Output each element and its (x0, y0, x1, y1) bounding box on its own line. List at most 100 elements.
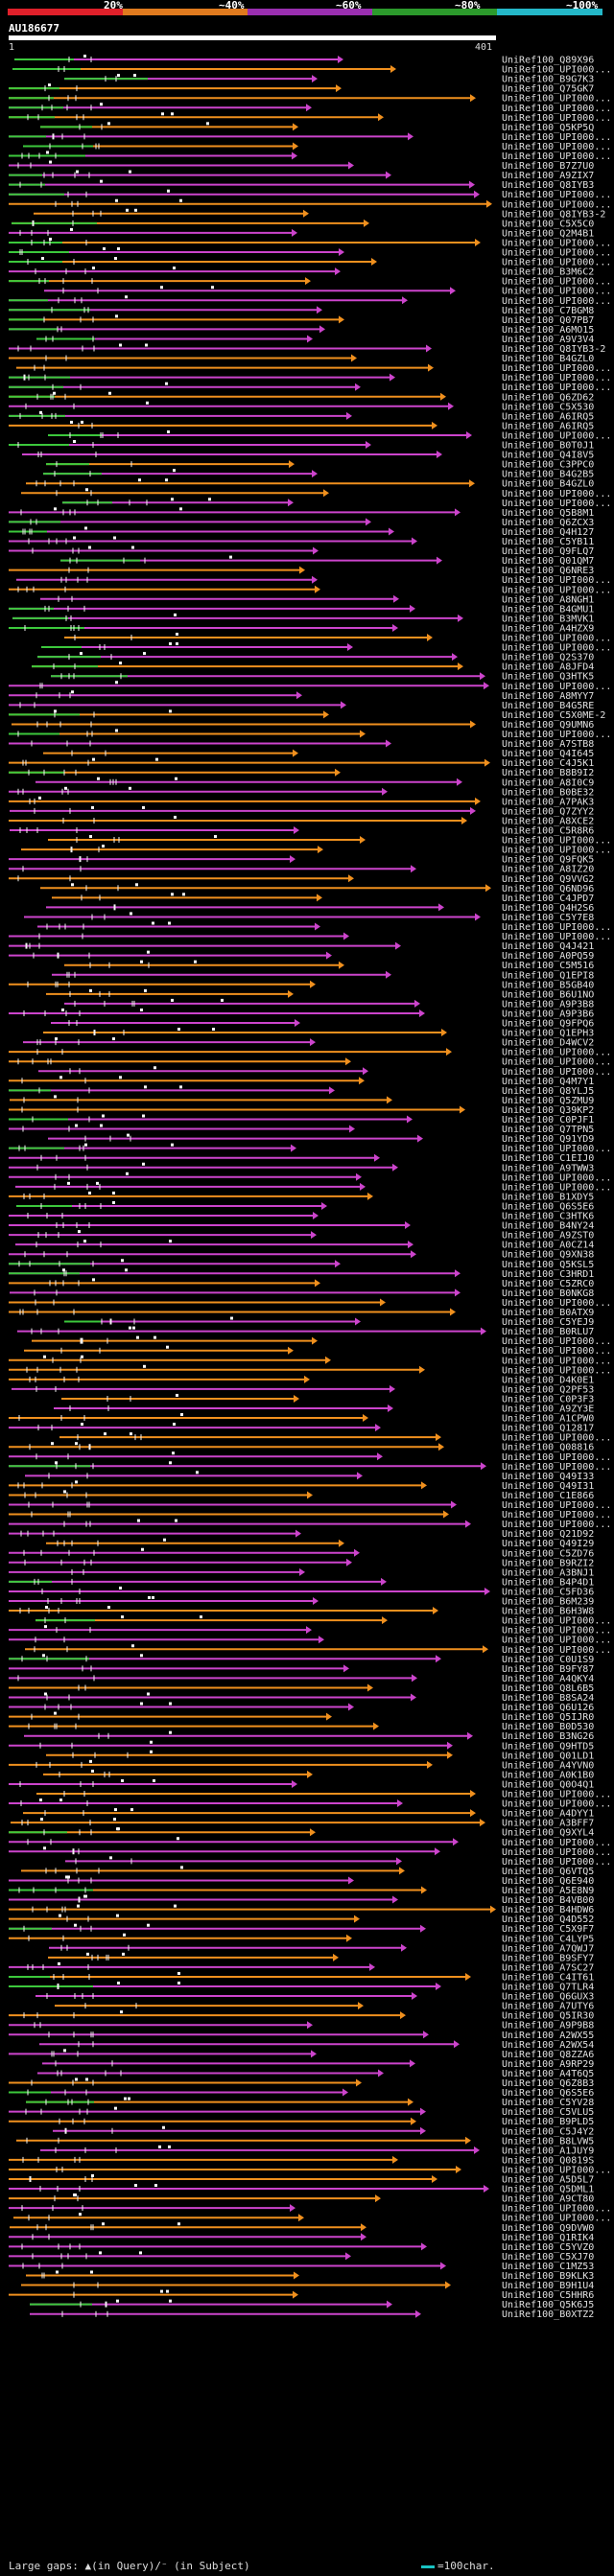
hit-label[interactable]: UniRef100_A9RP29 (502, 2059, 594, 2070)
hit-label[interactable]: UniRef100_C1EIJ0 (502, 1153, 594, 1164)
hit-label[interactable]: UniRef100_B9G7K3 (502, 75, 594, 85)
hit-label[interactable]: UniRef100_C5XJ70 (502, 2252, 594, 2263)
hit-label[interactable]: UniRef100_Q9HTD5 (502, 1741, 594, 1752)
hit-label[interactable]: UniRef100_A8I0C9 (502, 777, 594, 788)
hit-label[interactable]: UniRef100_C5YEJ9 (502, 1317, 594, 1328)
hit-label[interactable]: UniRef100_Q9VVG2 (502, 874, 594, 885)
hit-label[interactable]: UniRef100_Q0819S (502, 2155, 594, 2166)
hit-label[interactable]: UniRef100_Q4H2S6 (502, 903, 594, 914)
hit-label[interactable]: UniRef100_A1JUY9 (502, 2146, 594, 2156)
hit-label[interactable]: UniRef100_UPI000... (502, 2204, 611, 2215)
hit-label[interactable]: UniRef100_UPI000... (502, 922, 611, 933)
hit-label[interactable]: UniRef100_A4T6Q5 (502, 2069, 594, 2079)
hit-label[interactable]: UniRef100_C3HTK6 (502, 1212, 594, 1222)
hit-label[interactable]: UniRef100_UPI000... (502, 643, 611, 654)
hit-label[interactable]: UniRef100_UPI000... (502, 1520, 611, 1530)
hit-label[interactable]: UniRef100_UPI000... (502, 1510, 611, 1520)
hit-label[interactable]: UniRef100_A4HZX9 (502, 623, 594, 634)
hit-label[interactable]: UniRef100_A9V3V4 (502, 335, 594, 345)
hit-label[interactable]: UniRef100_Q4H127 (502, 527, 594, 538)
hit-label[interactable]: UniRef100_Q6Z8B3 (502, 2078, 594, 2089)
hit-label[interactable]: UniRef100_Q8ZZA6 (502, 2050, 594, 2060)
hit-label[interactable]: UniRef100_B0RLU7 (502, 1327, 594, 1337)
hit-label[interactable]: UniRef100_A2WX54 (502, 2040, 594, 2051)
hit-label[interactable]: UniRef100_UPI000... (502, 1144, 611, 1154)
hit-label[interactable]: UniRef100_C5ZRC0 (502, 1279, 594, 1289)
hit-label[interactable]: UniRef100_B5GB40 (502, 980, 594, 990)
hit-label[interactable]: UniRef100_UPI000... (502, 287, 611, 297)
hit-label[interactable]: UniRef100_UPI000... (502, 1616, 611, 1627)
hit-label[interactable]: UniRef100_C4JPD7 (502, 893, 594, 904)
hit-label[interactable]: UniRef100_A5E8N9 (502, 1886, 594, 1896)
hit-label[interactable]: UniRef100_A0K1B0 (502, 1770, 594, 1780)
hit-label[interactable]: UniRef100_C3HRD1 (502, 1269, 594, 1280)
hit-label[interactable]: UniRef100_C4IT61 (502, 1972, 594, 1983)
hit-label[interactable]: UniRef100_Q8IYB3-2 (502, 209, 605, 220)
hit-label[interactable]: UniRef100_Q91YD9 (502, 1134, 594, 1145)
hit-label[interactable]: UniRef100_Q6GUX3 (502, 1992, 594, 2003)
hit-label[interactable]: UniRef100_Q49I29 (502, 1539, 594, 1549)
hit-label[interactable]: UniRef100_C5ZD76 (502, 1548, 594, 1559)
hit-label[interactable]: UniRef100_UPI000... (502, 296, 611, 307)
hit-label[interactable]: UniRef100_UPI000... (502, 499, 611, 509)
hit-label[interactable]: UniRef100_A9ZIX7 (502, 171, 594, 181)
hit-label[interactable]: UniRef100_UPI000... (502, 585, 611, 595)
hit-label[interactable]: UniRef100_UPI000... (502, 1172, 611, 1183)
hit-label[interactable]: UniRef100_Q6ND96 (502, 884, 594, 894)
hit-label[interactable]: UniRef100_A8JFD4 (502, 662, 594, 673)
hit-label[interactable]: UniRef100_B6M239 (502, 1597, 594, 1608)
hit-label[interactable]: UniRef100_A8MYY7 (502, 691, 594, 702)
hit-label[interactable]: UniRef100_UPI000... (502, 104, 611, 114)
hit-label[interactable]: UniRef100_Q6S5E6 (502, 2088, 594, 2099)
hit-label[interactable]: UniRef100_A9P3B8 (502, 999, 594, 1010)
hit-label[interactable]: UniRef100_Q01LD1 (502, 1751, 594, 1761)
hit-label[interactable]: UniRef100_Q6ZCX3 (502, 518, 594, 528)
hit-label[interactable]: UniRef100_C1MZ53 (502, 2262, 594, 2272)
hit-label[interactable]: UniRef100_C5X0ME-2 (502, 710, 605, 721)
hit-label[interactable]: UniRef100_A3BNJ1 (502, 1567, 594, 1578)
hit-label[interactable]: UniRef100_B4NY24 (502, 1221, 594, 1232)
hit-label[interactable]: UniRef100_UPI000... (502, 1847, 611, 1858)
hit-label[interactable]: UniRef100_C5X5C0 (502, 219, 594, 229)
hit-label[interactable]: UniRef100_UPI000... (502, 1857, 611, 1868)
hit-label[interactable]: UniRef100_B9KLK3 (502, 2271, 594, 2282)
hit-label[interactable]: UniRef100_Q9FPQ6 (502, 1019, 594, 1030)
hit-label[interactable]: UniRef100_B9PLD5 (502, 2117, 594, 2127)
hit-label[interactable]: UniRef100_UPI000... (502, 199, 611, 210)
hit-label[interactable]: UniRef100_A6IRQ5 (502, 411, 594, 422)
hit-label[interactable]: UniRef100_C5YVZ0 (502, 2242, 594, 2253)
hit-label[interactable]: UniRef100_UPI000... (502, 1500, 611, 1511)
hit-label[interactable]: UniRef100_B4GZL0 (502, 479, 594, 490)
hit-label[interactable]: UniRef100_Q5KSL5 (502, 1260, 594, 1270)
hit-label[interactable]: UniRef100_UPI000... (502, 932, 611, 942)
hit-label[interactable]: UniRef100_Q12817 (502, 1424, 594, 1434)
hit-label[interactable]: UniRef100_UPI000... (502, 836, 611, 847)
hit-label[interactable]: UniRef100_A8XCE2 (502, 816, 594, 826)
hit-label[interactable]: UniRef100_C5R8R6 (502, 826, 594, 837)
hit-label[interactable]: UniRef100_A2WX55 (502, 2031, 594, 2041)
hit-label[interactable]: UniRef100_Q7TLR4 (502, 1983, 594, 1993)
hit-label[interactable]: UniRef100_UPI000... (502, 1462, 611, 1473)
hit-label[interactable]: UniRef100_UPI000... (502, 2214, 611, 2224)
hit-label[interactable]: UniRef100_Q6S5E6 (502, 1201, 594, 1212)
hit-label[interactable]: UniRef100_C4LYP5 (502, 1934, 594, 1944)
hit-label[interactable]: UniRef100_A4YVN0 (502, 1760, 594, 1771)
hit-label[interactable]: UniRef100_Q9UMN6 (502, 720, 594, 731)
hit-label[interactable]: UniRef100_A7STB8 (502, 739, 594, 750)
hit-label[interactable]: UniRef100_Q21D92 (502, 1529, 594, 1540)
hit-label[interactable]: UniRef100_C4J5K1 (502, 758, 594, 769)
hit-label[interactable]: UniRef100_Q8L6B5 (502, 1683, 594, 1694)
hit-label[interactable]: UniRef100_B3MVK1 (502, 614, 594, 624)
hit-label[interactable]: UniRef100_A7UTY6 (502, 2002, 594, 2012)
hit-label[interactable]: UniRef100_UPI000... (502, 363, 611, 374)
hit-label[interactable]: UniRef100_Q01QM7 (502, 556, 594, 567)
hit-label[interactable]: UniRef100_B4G2B5 (502, 470, 594, 480)
hit-label[interactable]: UniRef100_UPI000... (502, 1336, 611, 1347)
hit-label[interactable]: UniRef100_Q89X96 (502, 56, 594, 66)
hit-label[interactable]: UniRef100_B7Z7U0 (502, 161, 594, 172)
hit-label[interactable]: UniRef100_C5M516 (502, 961, 594, 971)
hit-label[interactable]: UniRef100_Q5B8M1 (502, 508, 594, 519)
hit-label[interactable]: UniRef100_A9P3B6 (502, 1009, 594, 1019)
hit-label[interactable]: UniRef100_Q4D552 (502, 1915, 594, 1925)
hit-label[interactable]: UniRef100_B0BE32 (502, 787, 594, 798)
